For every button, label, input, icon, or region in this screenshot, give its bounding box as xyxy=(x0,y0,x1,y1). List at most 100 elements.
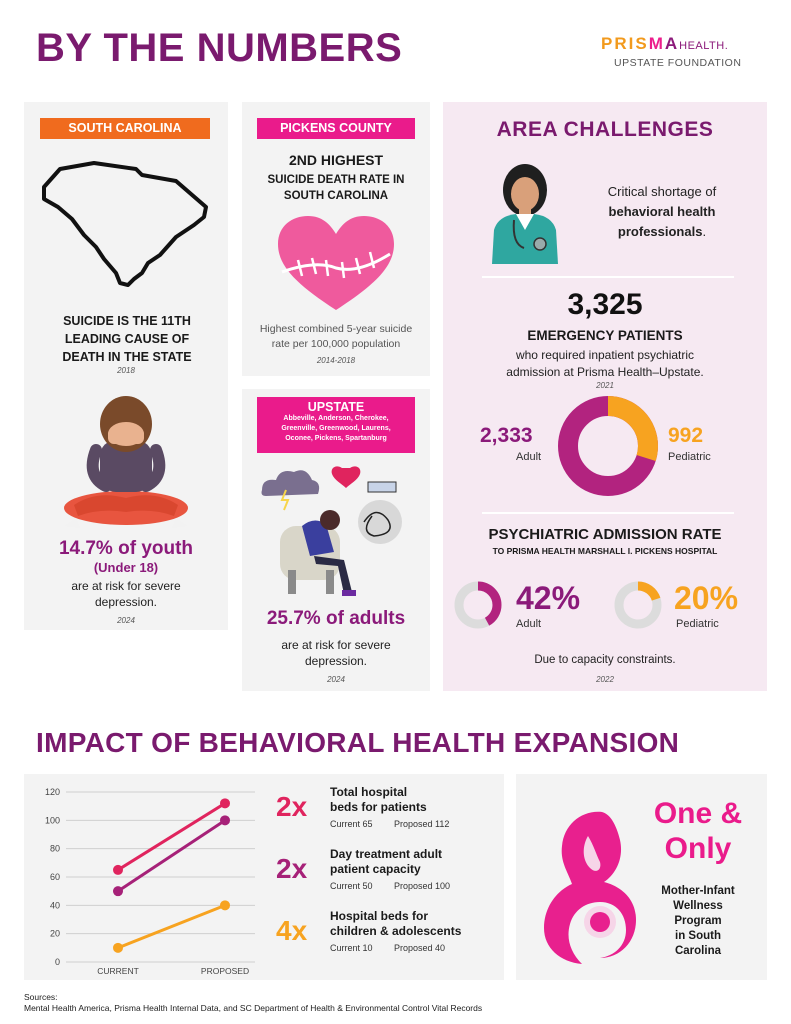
sources-text: Mental Health America, Prisma Health Int… xyxy=(24,1003,483,1013)
adult-count: 2,333 xyxy=(480,424,533,447)
sc-stat-line1: SUICIDE IS THE 11TH xyxy=(63,314,191,328)
program-line3: Program xyxy=(674,915,722,927)
adults-desc: are at risk for severe depression. xyxy=(242,637,430,669)
er-desc: who required inpatient psychiatric admis… xyxy=(443,347,767,381)
health-professional-icon xyxy=(492,164,558,264)
mother-infant-icon xyxy=(544,811,636,964)
youth-pct: 14.7% of youth xyxy=(58,538,194,559)
chart-series-line xyxy=(117,802,226,872)
chart-data-point xyxy=(113,864,123,875)
youth-under: (Under 18) xyxy=(93,560,159,575)
impact-item: 2x Total hospital beds for patients Current… xyxy=(276,785,502,845)
logo-subtitle: UPSTATE FOUNDATION xyxy=(614,57,742,69)
chart-ytick-label: 100 xyxy=(45,815,60,825)
adults-year: 2024 xyxy=(327,675,345,684)
program-line5: Carolina xyxy=(674,945,721,957)
upstate-tag: UPSTATE Abbeville, Anderson, Cherokee, G… xyxy=(257,397,415,453)
logo-brand-a: PRIS xyxy=(601,34,649,53)
chart-data-point xyxy=(220,815,230,826)
impact-label-line2: children & adolescents xyxy=(330,924,462,938)
program-line1: Mother-Infant xyxy=(661,885,735,897)
capacity-note: Due to capacity constraints. xyxy=(534,654,676,666)
er-split-donut xyxy=(558,396,658,496)
adult-rate: 42% xyxy=(516,580,581,616)
chart-data-point xyxy=(113,942,123,953)
impact-proposed: Proposed 40 xyxy=(394,943,446,953)
chart-ytick-label: 60 xyxy=(50,872,60,882)
pickens-desc: SUICIDE DEATH RATE IN SOUTH CAROLINA xyxy=(242,172,430,204)
one-only-line1: One & xyxy=(653,797,743,830)
sources-label: Sources: xyxy=(24,992,58,1002)
ped-rate-donut xyxy=(614,581,662,629)
upstate-counties-line3: Oconee, Pickens, Spartanburg xyxy=(285,435,387,442)
psych-title: PSYCHIATRIC ADMISSION RATE xyxy=(488,526,722,543)
impact-item: 2x Day treatment adult patient capacity Cur… xyxy=(276,847,502,907)
one-only-title: One & Only xyxy=(636,796,760,866)
program-name: Mother-Infant Wellness Program in South … xyxy=(640,884,756,959)
adults-desc-line2: depression. xyxy=(304,654,368,668)
logo-brand-b: M xyxy=(648,34,665,53)
chart-ytick-label: 0 xyxy=(55,957,60,967)
impact-current: Current 50 xyxy=(330,881,373,891)
er-split-donut-pediatric-arc xyxy=(558,396,658,496)
youth-desc-line2: depression. xyxy=(94,595,158,609)
sc-stat-year: 2018 xyxy=(117,366,135,375)
shortage-line2: behavioral health xyxy=(608,204,716,219)
impact-label-line1: Total hospital xyxy=(330,785,408,799)
youth-year: 2024 xyxy=(117,616,135,625)
chart-data-point xyxy=(220,798,230,809)
pickens-county-tag: PICKENS COUNTY xyxy=(257,118,415,139)
sources: Sources: Mental Health America, Prisma H… xyxy=(24,992,482,1014)
shortage-text: Critical shortage of behavioral health p… xyxy=(572,182,752,242)
south-carolina-map-icon xyxy=(42,161,208,287)
youth-desc: are at risk for severe depression. xyxy=(24,578,228,610)
pickens-desc-line2: SOUTH CAROLINA xyxy=(283,190,389,202)
one-only-line2: Only xyxy=(664,832,732,865)
impact-proposed: Proposed 100 xyxy=(394,881,451,891)
program-line2: Wellness xyxy=(673,900,723,912)
chart-xtick-label: PROPOSED xyxy=(201,966,249,976)
impact-label-line2: patient capacity xyxy=(330,862,421,876)
chart-xtick-label: CURRENT xyxy=(97,966,139,976)
impact-label-line1: Day treatment adult xyxy=(330,847,443,861)
south-carolina-tag: SOUTH CAROLINA xyxy=(40,118,210,139)
impact-label-line1: Hospital beds for xyxy=(330,909,429,923)
impact-item: 4x Hospital beds for children & adolescent… xyxy=(276,909,502,969)
area-divider-1 xyxy=(482,276,734,278)
er-desc-line1: who required inpatient psychiatric xyxy=(515,348,695,362)
impact-current: Current 65 xyxy=(330,819,373,829)
ped-rate-donut-arc xyxy=(614,581,662,629)
logo-brand-c: A xyxy=(664,34,680,53)
shortage-line3-period: . xyxy=(702,224,707,239)
pickens-note-line1: Highest combined 5-year suicide xyxy=(259,323,413,335)
capacity-year: 2022 xyxy=(596,675,614,684)
chart-ytick-label: 20 xyxy=(50,929,60,939)
prisma-health-logo: PRISMAHEALTH. xyxy=(601,34,728,54)
adult-rate-label: Adult xyxy=(516,618,542,630)
er-count: 3,325 xyxy=(567,288,643,321)
pickens-note-line2: rate per 100,000 population xyxy=(271,338,401,350)
shortage-line3-text: professionals xyxy=(617,224,703,239)
sc-stat-line2: LEADING CAUSE OF xyxy=(64,332,190,346)
pickens-note: Highest combined 5-year suicide rate per… xyxy=(242,322,430,352)
sc-stat: SUICIDE IS THE 11TH LEADING CAUSE OF DEA… xyxy=(30,312,224,366)
adults-pct: 25.7% of adults xyxy=(266,608,406,629)
impact-proposed: Proposed 112 xyxy=(394,819,450,829)
pickens-years: 2014-2018 xyxy=(316,356,356,365)
chart-data-point xyxy=(220,900,230,911)
er-label: EMERGENCY PATIENTS xyxy=(527,328,683,343)
impact-current: Current 10 xyxy=(330,943,373,953)
upstate-counties-line2: Greenville, Greenwood, Laurens, xyxy=(281,425,391,432)
chart-ytick-label: 80 xyxy=(50,844,60,854)
pickens-desc-line1: SUICIDE DEATH RATE IN xyxy=(267,174,405,186)
area-challenges-title: AREA CHALLENGES xyxy=(496,118,714,141)
chart-series-line xyxy=(117,903,226,950)
logo-brand-d: HEALTH. xyxy=(679,40,729,52)
adult-rate-donut-arc xyxy=(454,581,502,629)
pickens-rank: 2ND HIGHEST xyxy=(288,152,384,168)
broken-heart-icon xyxy=(278,216,394,310)
page-title: BY THE NUMBERS xyxy=(36,26,403,70)
upstate-counties-line1: Abbeville, Anderson, Cherokee, xyxy=(283,415,389,422)
adults-desc-line1: are at risk for severe xyxy=(281,638,391,652)
impact-multiplier: 2x xyxy=(276,853,308,884)
